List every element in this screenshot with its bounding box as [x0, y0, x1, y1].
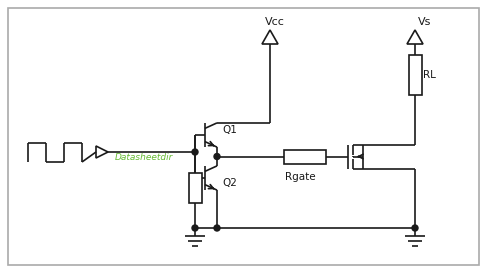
FancyBboxPatch shape: [409, 55, 422, 95]
Circle shape: [192, 225, 198, 231]
Circle shape: [192, 149, 198, 155]
Circle shape: [412, 225, 418, 231]
Text: Q1: Q1: [222, 125, 237, 135]
FancyBboxPatch shape: [284, 150, 326, 164]
Text: RL: RL: [423, 70, 436, 80]
Text: Vcc: Vcc: [265, 17, 285, 27]
Circle shape: [214, 153, 220, 159]
Text: Rgate: Rgate: [285, 173, 315, 182]
Text: Q2: Q2: [222, 178, 237, 188]
Text: Vs: Vs: [418, 17, 431, 27]
FancyBboxPatch shape: [188, 173, 202, 203]
Text: Datasheetdir: Datasheetdir: [115, 153, 173, 162]
Circle shape: [214, 225, 220, 231]
